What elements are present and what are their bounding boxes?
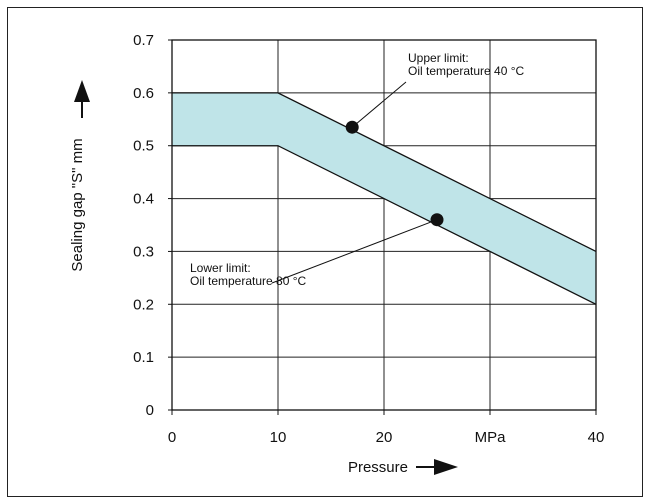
x-tick-label: 10 <box>270 429 287 446</box>
y-tick-labels: 0 0.1 0.2 0.3 0.4 0.5 0.6 0.7 <box>133 32 172 419</box>
y-tick-label: 0.1 <box>133 349 154 366</box>
y-tick-label: 0 <box>146 402 154 419</box>
y-axis-label: Sealing gap "S" mm <box>69 138 86 271</box>
y-tick-label: 0.2 <box>133 296 154 313</box>
y-tick-label: 0.5 <box>133 138 154 155</box>
y-axis-arrow-icon <box>74 80 90 118</box>
annotation-text: Oil temperature 40 °C <box>408 64 525 78</box>
lower-limit-line <box>172 145 597 305</box>
annotation-leader <box>351 81 407 128</box>
x-tick-label: 0 <box>168 429 176 446</box>
x-unit-label: MPa <box>475 429 507 446</box>
x-axis-arrow-icon <box>416 459 458 475</box>
annotations: Upper limit:Oil temperature 40 °C Lower l… <box>190 51 525 288</box>
x-tick-label: 20 <box>376 429 393 446</box>
annotation-text: Oil temperature 80 °C <box>190 274 307 288</box>
x-tick-label: 40 <box>588 429 605 446</box>
annotation-point <box>430 213 444 227</box>
y-tick-label: 0.7 <box>133 32 154 49</box>
annotation-point <box>345 120 359 134</box>
annotation-text: Lower limit: <box>190 261 251 275</box>
annotation-text: Upper limit: <box>408 51 469 65</box>
y-tick-label: 0.3 <box>133 243 154 260</box>
x-axis-label: Pressure <box>348 459 408 476</box>
upper-limit-line <box>172 92 597 253</box>
y-tick-label: 0.4 <box>133 191 154 208</box>
y-tick-label: 0.6 <box>133 85 154 102</box>
annotation-leader <box>271 219 438 284</box>
x-tick-labels: 0 10 20 40 <box>168 410 605 446</box>
